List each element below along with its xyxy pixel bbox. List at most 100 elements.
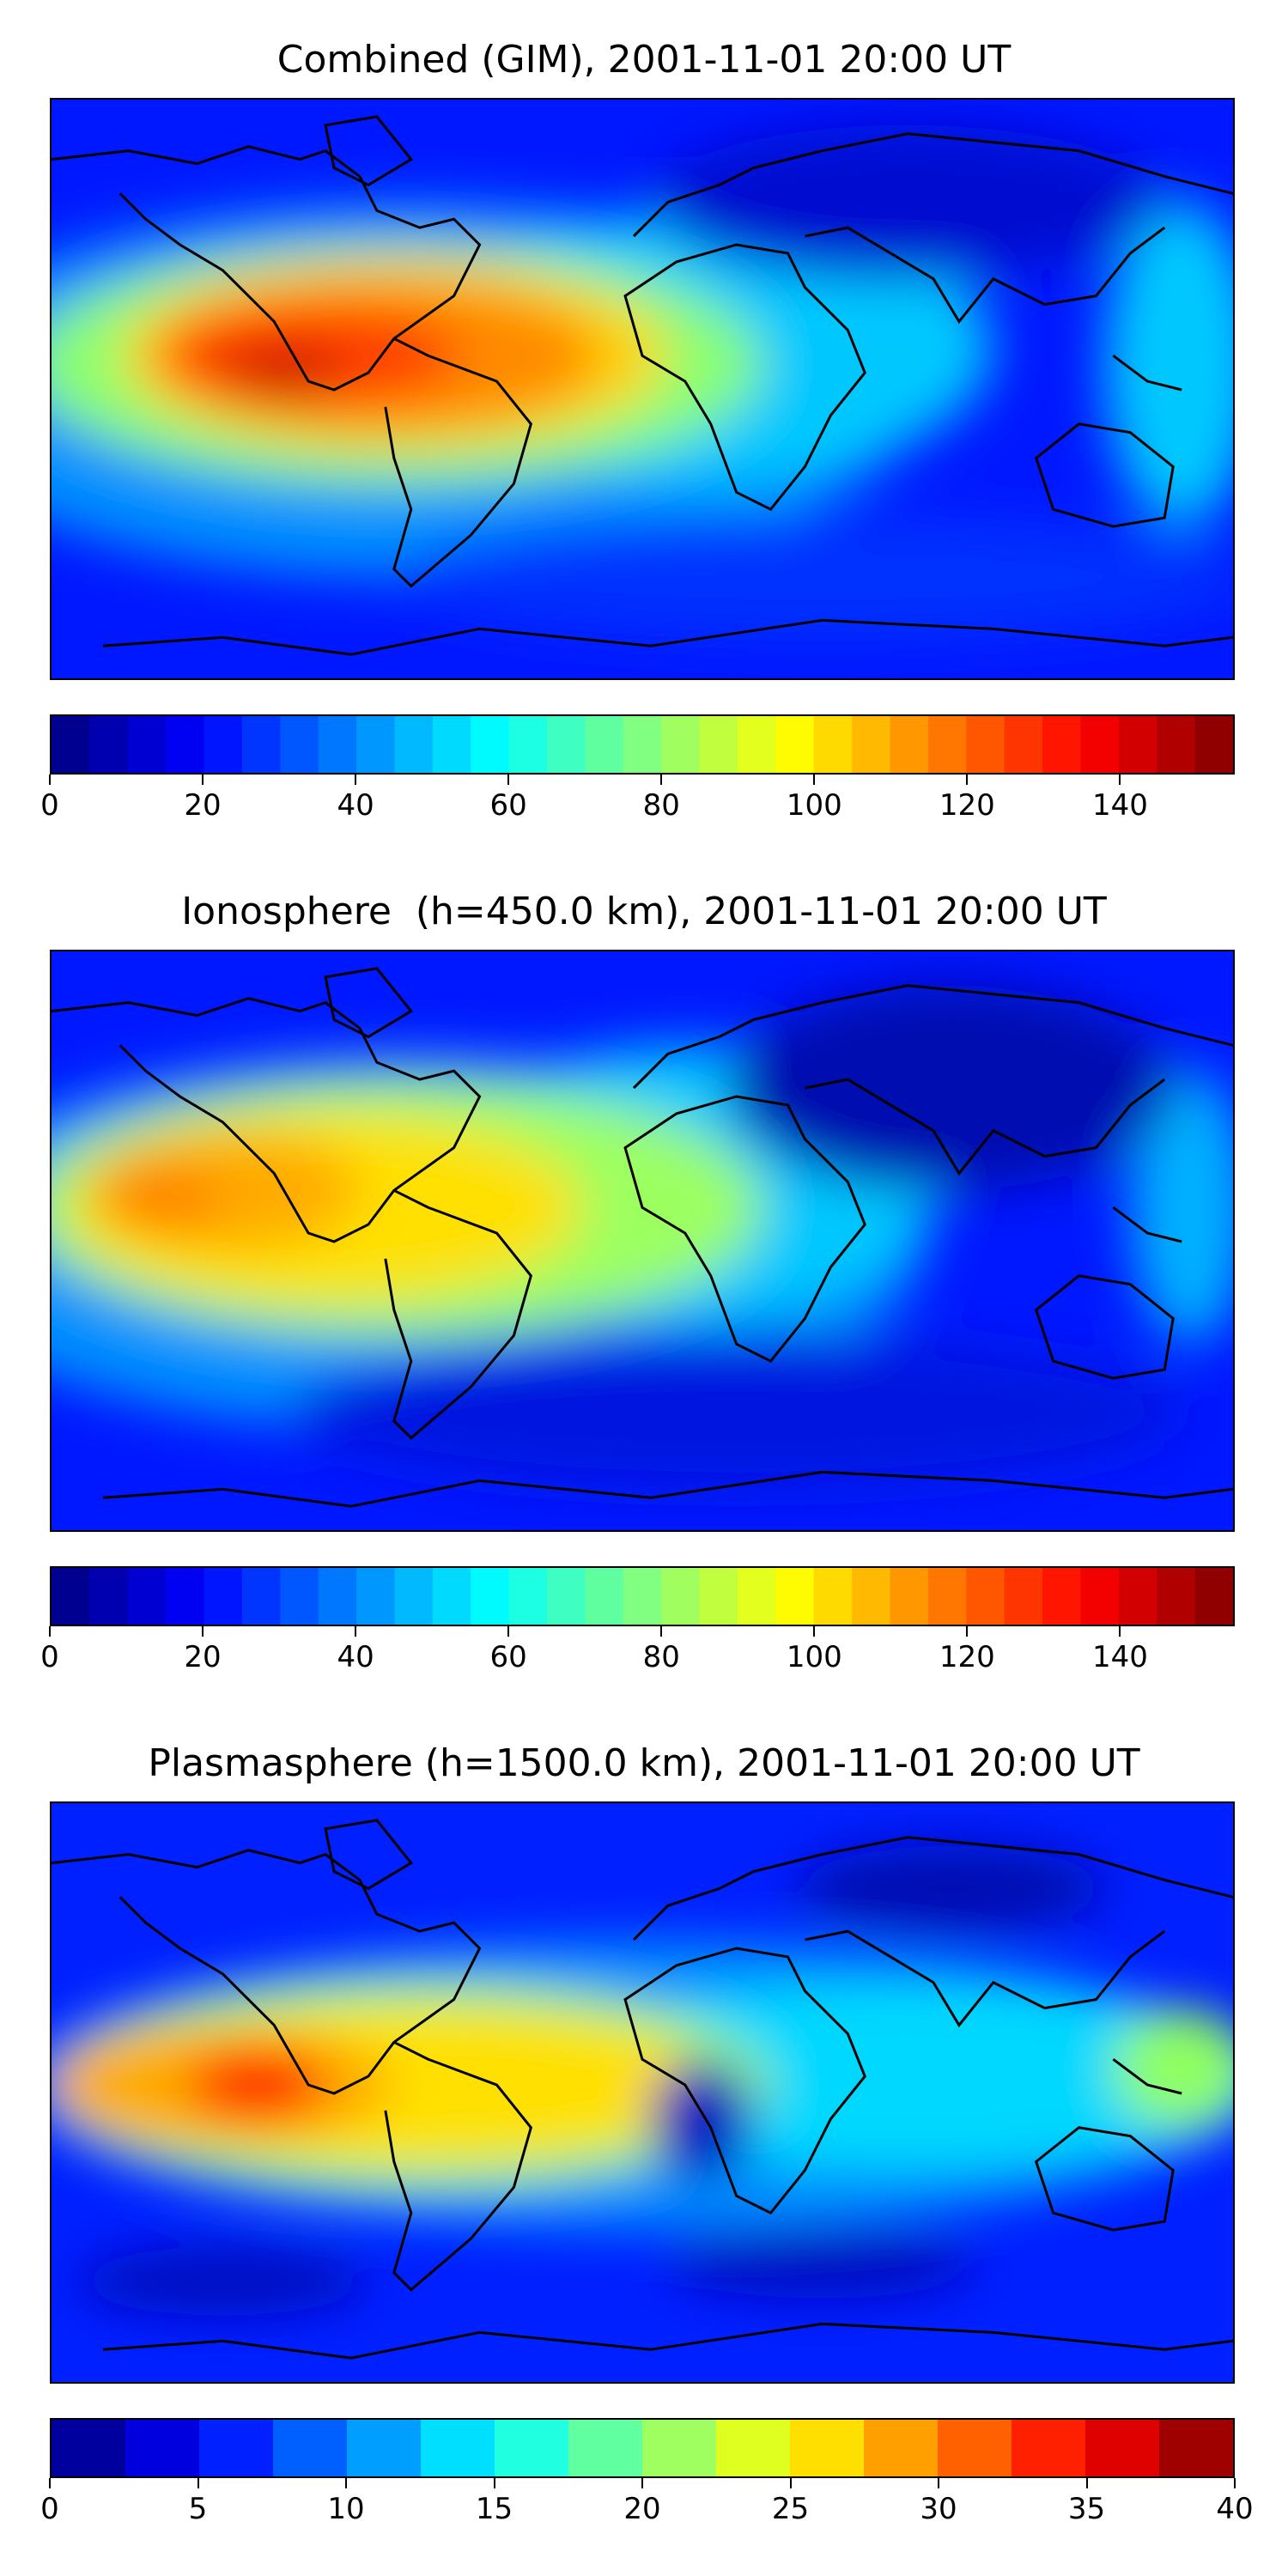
colorbar-swatch <box>421 2420 495 2476</box>
colorbar-tick-label: 100 <box>786 788 842 823</box>
colorbar-tick <box>202 775 204 785</box>
colorbar-tick-label: 60 <box>489 1640 527 1674</box>
panel-3-map <box>50 1801 1235 2384</box>
colorbar-swatch <box>852 716 891 773</box>
colorbar-tick-label: 0 <box>40 2492 59 2526</box>
colorbar-swatch <box>273 2420 348 2476</box>
colorbar-tick <box>49 775 51 785</box>
colorbar-swatch <box>927 1568 967 1625</box>
colorbar-tick <box>49 1626 51 1637</box>
panel-2-colorbar-ticks: 0 20 40 60 80 100 120 140 <box>40 1626 1235 1678</box>
colorbar-tick <box>355 1626 357 1637</box>
colorbar-tick <box>966 1626 969 1637</box>
colorbar-swatch <box>89 716 129 773</box>
colorbar-swatch <box>1194 716 1233 773</box>
colorbar-swatch <box>204 1568 243 1625</box>
colorbar-swatch <box>471 716 510 773</box>
colorbar-tick <box>493 2478 495 2488</box>
panel-1-colorbar-swatches <box>52 716 1233 773</box>
colorbar-tick-label: 5 <box>188 2492 208 2526</box>
panel-3-colorbar-swatches <box>52 2420 1233 2476</box>
colorbar-tick-label: 10 <box>327 2492 365 2526</box>
colorbar-tick <box>813 775 816 785</box>
colorbar-tick <box>1234 2478 1236 2488</box>
colorbar-tick-label: 40 <box>337 1640 374 1674</box>
colorbar-swatch <box>52 2420 126 2476</box>
colorbar-swatch <box>737 716 776 773</box>
colorbar-tick-label: 80 <box>642 1640 680 1674</box>
colorbar-swatch <box>813 1568 853 1625</box>
colorbar-swatch <box>547 716 586 773</box>
colorbar-swatch <box>790 2420 865 2476</box>
colorbar-swatch <box>356 716 396 773</box>
panel-1-map <box>50 98 1235 680</box>
panel-1-title: Combined (GIM), 2001-11-01 20:00 UT <box>276 38 1012 82</box>
colorbar-swatch <box>52 716 90 773</box>
colorbar-tick <box>813 1626 816 1637</box>
colorbar-swatch <box>1004 1568 1043 1625</box>
panel-2-title: Ionosphere (h=450.0 km), 2001-11-01 20:0… <box>181 890 1107 933</box>
coastlines <box>52 1819 1233 2360</box>
colorbar-swatch <box>642 2420 717 2476</box>
panel-3-field <box>52 1803 1233 2382</box>
colorbar-swatch <box>890 716 929 773</box>
colorbar-tick <box>938 2478 939 2488</box>
colorbar-swatch <box>1118 1568 1157 1625</box>
colorbar-swatch <box>1157 716 1196 773</box>
colorbar-tick-label: 20 <box>184 1640 222 1674</box>
colorbar-tick-label: 20 <box>623 2492 661 2526</box>
colorbar-swatch <box>241 716 281 773</box>
colorbar-tick <box>49 2478 51 2488</box>
colorbar-swatch <box>737 1568 776 1625</box>
colorbar-tick <box>1119 1626 1121 1637</box>
colorbar-swatch <box>661 716 701 773</box>
panel-2-map <box>50 950 1235 1532</box>
colorbar-tick <box>197 2478 199 2488</box>
colorbar-swatch <box>716 2420 791 2476</box>
colorbar-swatch <box>89 1568 129 1625</box>
colorbar-swatch <box>127 716 167 773</box>
colorbar-swatch <box>1012 2420 1086 2476</box>
colorbar-swatch <box>199 2420 274 2476</box>
colorbar-swatch <box>508 716 548 773</box>
colorbar-swatch <box>166 716 205 773</box>
colorbar-tick-label: 40 <box>1216 2492 1254 2526</box>
colorbar-tick-label: 15 <box>475 2492 513 2526</box>
colorbar-swatch <box>471 1568 510 1625</box>
colorbar-swatch <box>890 1568 929 1625</box>
colorbar-tick-label: 100 <box>786 1640 842 1674</box>
colorbar-swatch <box>775 716 815 773</box>
colorbar-tick <box>660 1626 663 1637</box>
colorbar-swatch <box>568 2420 643 2476</box>
colorbar-swatch <box>699 716 738 773</box>
colorbar-tick <box>789 2478 792 2488</box>
panel-3-title: Plasmasphere (h=1500.0 km), 2001-11-01 2… <box>148 1741 1140 1785</box>
colorbar-tick-label: 120 <box>939 788 995 823</box>
panel-1-field <box>52 100 1233 678</box>
colorbar-tick <box>202 1626 204 1637</box>
colorbar-swatch <box>125 2420 200 2476</box>
colorbar-tick-label: 35 <box>1067 2492 1106 2526</box>
colorbar-tick-label: 80 <box>642 788 680 823</box>
colorbar-swatch <box>661 1568 701 1625</box>
colorbar-swatch <box>241 1568 281 1625</box>
colorbar-swatch <box>864 2420 939 2476</box>
colorbar-tick <box>1085 2478 1088 2488</box>
colorbar-tick-label: 0 <box>40 1640 59 1674</box>
colorbar-swatch <box>585 1568 624 1625</box>
colorbar-swatch <box>547 1568 586 1625</box>
colorbar-swatch <box>938 2420 1012 2476</box>
colorbar-tick-label: 40 <box>337 788 374 823</box>
colorbar-swatch <box>1004 716 1043 773</box>
colorbar-swatch <box>852 1568 891 1625</box>
colorbar-swatch <box>356 1568 396 1625</box>
colorbar-swatch <box>1085 2420 1160 2476</box>
colorbar-tick-label: 20 <box>184 788 222 823</box>
colorbar-swatch <box>432 716 471 773</box>
colorbar-tick <box>1119 775 1121 785</box>
colorbar-swatch <box>1080 716 1120 773</box>
colorbar-swatch <box>927 716 967 773</box>
colorbar-tick-label: 140 <box>1091 1640 1148 1674</box>
colorbar-swatch <box>1042 1568 1082 1625</box>
colorbar-swatch <box>1159 2420 1233 2476</box>
